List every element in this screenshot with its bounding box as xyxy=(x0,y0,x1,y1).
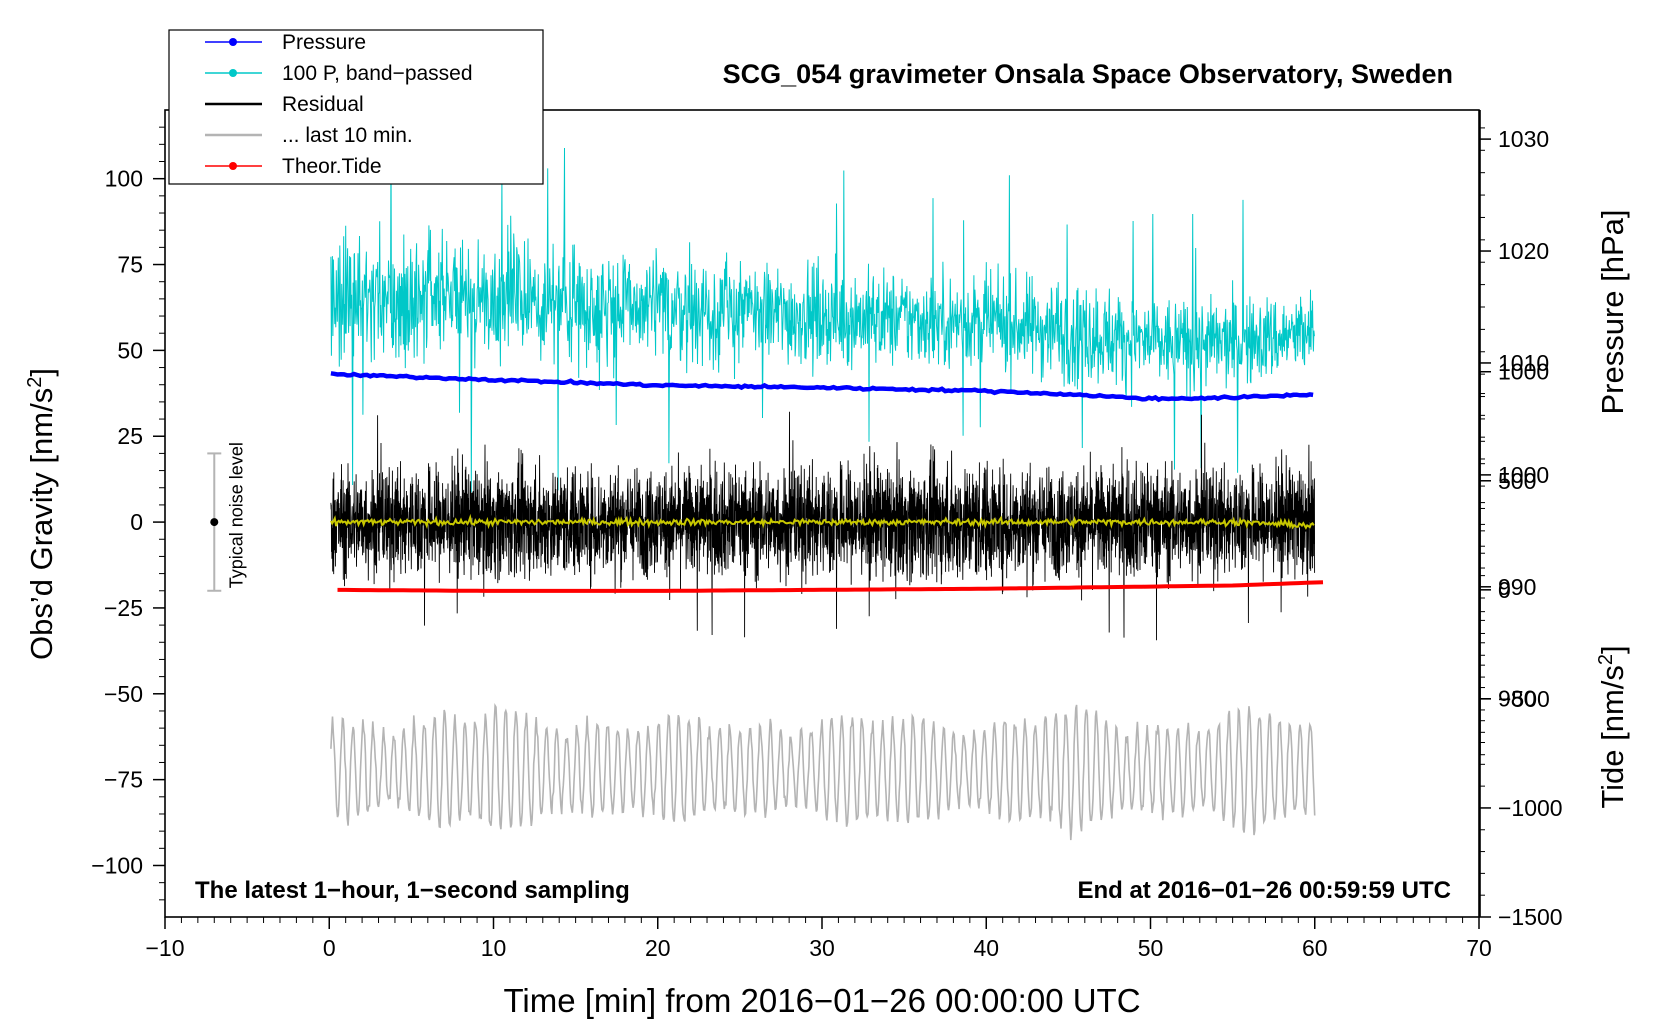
series-theoretical-tide xyxy=(337,580,1324,593)
y-axis-label-tide-sup: 2 xyxy=(1595,654,1617,665)
series-last-10-min xyxy=(330,702,1316,841)
y-tick-label: −100 xyxy=(91,852,143,878)
annotation-bottom-right: End at 2016−01−26 00:59:59 UTC xyxy=(1077,877,1451,904)
x-tick-label: 0 xyxy=(323,935,336,961)
legend-label: Theor.Tide xyxy=(282,155,382,178)
pressure-tick-label: 1030 xyxy=(1498,126,1549,152)
plot-traces xyxy=(330,140,1324,841)
tide-tick-label: −500 xyxy=(1498,686,1550,712)
legend-label: Residual xyxy=(282,93,364,116)
x-tick-label: 30 xyxy=(809,935,835,961)
noise-label: Typical noise level xyxy=(226,442,246,588)
legend-box xyxy=(168,29,544,185)
y-tick-label: 50 xyxy=(117,337,143,363)
x-axis-label: Time [min] from 2016−01−26 00:00:00 UTC xyxy=(503,982,1140,1019)
tide-tick-label: −1000 xyxy=(1498,795,1563,821)
pressure-tick-label: 1000 xyxy=(1498,462,1549,488)
tide-tick-label: 1000 xyxy=(1498,359,1549,385)
series-residual xyxy=(330,411,1316,641)
y-axis-label-tide-text: Tide [nm/s xyxy=(1595,665,1630,809)
tide-tick-label: 0 xyxy=(1498,577,1511,603)
y-tick-label: 100 xyxy=(105,166,143,192)
legend-marker xyxy=(229,38,237,46)
annotation-bottom-left: The latest 1−hour, 1−second sampling xyxy=(195,877,630,904)
y-axis-label-tide: Tide [nm/s2] xyxy=(1595,645,1630,808)
x-tick-label: 10 xyxy=(481,935,507,961)
axes: −10 0 10 20 30 40 50 60 701007550250−25−50−75−10… xyxy=(91,110,1563,961)
x-tick-label: 40 xyxy=(973,935,999,961)
legend-marker xyxy=(229,69,237,77)
chart-title: SCG_054 gravimeter Onsala Space Observat… xyxy=(723,59,1453,89)
y-axis-label-tide-end: ] xyxy=(1595,645,1630,654)
x-tick-label: 70 xyxy=(1466,935,1492,961)
series-pressure xyxy=(330,371,1314,403)
pressure-tick-label: 1020 xyxy=(1498,238,1549,264)
legend-marker xyxy=(229,162,237,170)
x-tick-label: −10 xyxy=(145,935,184,961)
series-smoothed-residual xyxy=(330,513,1315,530)
y-tick-label: 0 xyxy=(130,509,143,535)
y-axis-label-gravity-end: ] xyxy=(24,368,59,377)
tide-tick-label: 500 xyxy=(1498,468,1536,494)
legend-label: Pressure xyxy=(282,31,366,54)
pressure-tick-label: 990 xyxy=(1498,574,1536,600)
legend: Pressure 100 P, band−passed Residual ... la… xyxy=(168,29,544,185)
pressure-tick-label: 980 xyxy=(1498,686,1536,712)
tide-tick-label: −1500 xyxy=(1498,904,1563,930)
y-tick-label: −75 xyxy=(104,767,143,793)
y-axis-label-gravity: Obs’d Gravity [nm/s2] xyxy=(24,368,59,660)
y-axis-label-gravity-text: Obs’d Gravity [nm/s xyxy=(24,388,59,660)
legend-label: 100 P, band−passed xyxy=(282,62,473,85)
y-tick-label: −50 xyxy=(104,681,143,707)
x-tick-label: 50 xyxy=(1138,935,1164,961)
y-axis-label-pressure: Pressure [hPa] xyxy=(1595,209,1630,414)
y-axis-label-gravity-sup: 2 xyxy=(24,377,46,388)
x-tick-label: 60 xyxy=(1302,935,1328,961)
noise-bar-center xyxy=(210,518,219,527)
x-tick-label: 20 xyxy=(645,935,671,961)
y-tick-label: 25 xyxy=(117,423,143,449)
noise-level-indicator: Typical noise level xyxy=(207,442,246,592)
legend-label: ... last 10 min. xyxy=(282,124,413,147)
y-tick-label: 75 xyxy=(117,252,143,278)
y-tick-label: −25 xyxy=(104,595,143,621)
pressure-tick-label: 1010 xyxy=(1498,350,1549,376)
series-bandpassed-pressure xyxy=(330,140,1315,493)
